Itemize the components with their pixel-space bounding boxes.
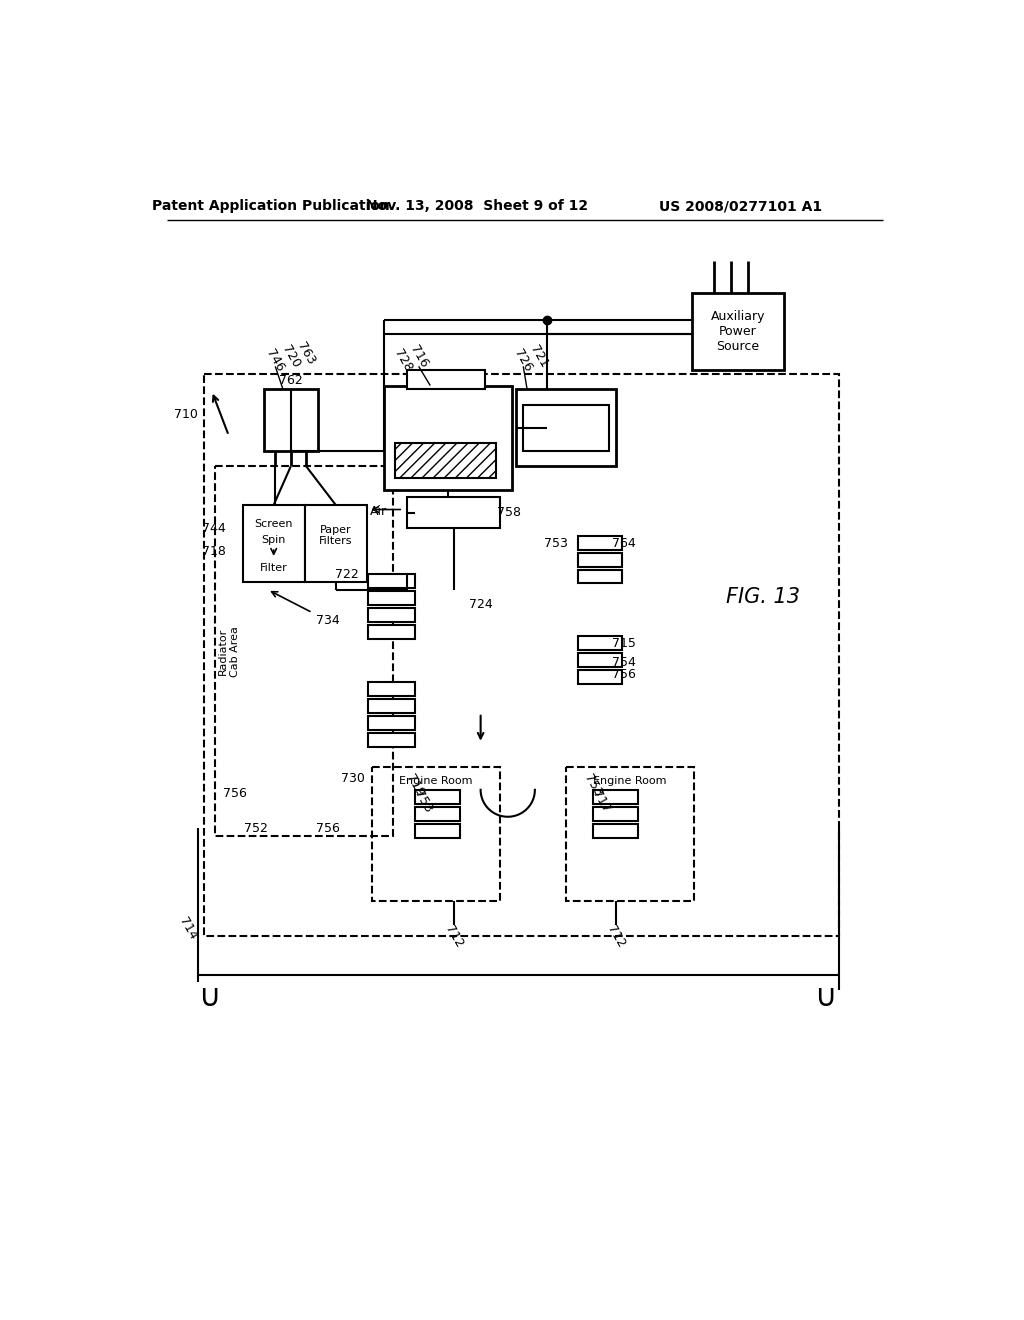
- Bar: [369, 574, 415, 589]
- Text: Spin: Spin: [261, 535, 286, 545]
- Text: 754: 754: [612, 656, 636, 669]
- Text: Patent Application Publication: Patent Application Publication: [153, 199, 390, 213]
- Text: 715: 715: [612, 638, 636, 649]
- Text: ∪: ∪: [814, 983, 837, 1012]
- Text: 722: 722: [335, 568, 359, 581]
- Bar: [369, 733, 415, 747]
- Bar: [395, 444, 496, 478]
- Text: 756: 756: [612, 668, 636, 681]
- Text: Nov. 13, 2008  Sheet 9 of 12: Nov. 13, 2008 Sheet 9 of 12: [366, 199, 588, 213]
- Text: 712: 712: [442, 923, 465, 949]
- Bar: [369, 700, 415, 713]
- Bar: [263, 389, 317, 451]
- Bar: [415, 789, 460, 804]
- Text: 752: 752: [244, 822, 268, 834]
- Bar: [369, 715, 415, 730]
- Text: 726: 726: [512, 347, 535, 374]
- Bar: [566, 767, 693, 902]
- Bar: [415, 824, 460, 838]
- Bar: [369, 626, 415, 639]
- Bar: [305, 506, 367, 582]
- Bar: [692, 293, 783, 370]
- Text: 756: 756: [316, 822, 340, 834]
- Bar: [523, 405, 608, 451]
- Bar: [578, 570, 623, 583]
- Text: 744: 744: [202, 521, 225, 535]
- Text: 730: 730: [341, 772, 365, 785]
- Text: Radiator
Cab Area: Radiator Cab Area: [218, 626, 240, 677]
- Bar: [578, 536, 623, 549]
- Text: 758: 758: [498, 506, 521, 519]
- Text: FIG. 13: FIG. 13: [726, 587, 801, 607]
- Bar: [578, 669, 623, 684]
- Text: 720: 720: [280, 343, 302, 371]
- Bar: [369, 682, 415, 696]
- Bar: [407, 370, 484, 389]
- Text: 717: 717: [589, 788, 612, 814]
- Text: Engine Room: Engine Room: [399, 776, 473, 785]
- Text: 716: 716: [408, 343, 430, 370]
- Text: 728: 728: [391, 347, 415, 374]
- Text: 753: 753: [582, 772, 604, 800]
- Bar: [372, 767, 500, 902]
- Text: Filter: Filter: [260, 564, 288, 573]
- Text: 724: 724: [469, 598, 493, 611]
- Text: 714: 714: [177, 915, 200, 942]
- Text: 763: 763: [295, 341, 317, 367]
- Bar: [593, 789, 638, 804]
- Bar: [369, 609, 415, 622]
- Text: 721: 721: [527, 343, 550, 370]
- Text: 718: 718: [202, 545, 225, 557]
- Bar: [384, 385, 512, 490]
- Bar: [578, 553, 623, 566]
- Bar: [593, 807, 638, 821]
- Text: 753: 753: [545, 537, 568, 550]
- Bar: [415, 807, 460, 821]
- Text: 764: 764: [612, 537, 636, 550]
- Bar: [578, 653, 623, 667]
- Bar: [243, 506, 305, 582]
- Text: 756: 756: [223, 787, 247, 800]
- Bar: [204, 374, 840, 936]
- Text: 753: 753: [411, 788, 434, 814]
- Text: ∪: ∪: [199, 983, 220, 1012]
- Text: 762: 762: [279, 374, 303, 387]
- Bar: [515, 389, 616, 466]
- Bar: [578, 636, 623, 649]
- Text: 712: 712: [605, 923, 628, 949]
- Text: 734: 734: [316, 614, 340, 627]
- Text: 746: 746: [264, 347, 287, 374]
- Bar: [593, 824, 638, 838]
- Text: US 2008/0277101 A1: US 2008/0277101 A1: [658, 199, 822, 213]
- Bar: [369, 591, 415, 605]
- Text: Screen: Screen: [254, 519, 293, 529]
- Text: Air: Air: [370, 504, 387, 517]
- Bar: [215, 466, 393, 836]
- Text: 710: 710: [174, 408, 198, 421]
- Text: 719: 719: [403, 772, 426, 800]
- Text: Auxiliary
Power
Source: Auxiliary Power Source: [711, 310, 765, 354]
- Text: Paper
Filters: Paper Filters: [318, 525, 352, 546]
- Bar: [407, 498, 500, 528]
- Text: Engine Room: Engine Room: [593, 776, 667, 785]
